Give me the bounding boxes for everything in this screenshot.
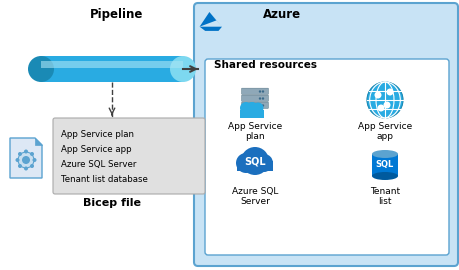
Circle shape xyxy=(367,82,403,118)
Circle shape xyxy=(24,167,28,170)
Bar xyxy=(240,110,264,118)
Circle shape xyxy=(375,92,381,99)
Circle shape xyxy=(30,152,34,156)
Text: App Service: App Service xyxy=(228,122,282,131)
Text: Tenant list database: Tenant list database xyxy=(61,175,148,184)
Text: Pipeline: Pipeline xyxy=(90,8,144,21)
Bar xyxy=(41,56,183,82)
Text: Azure: Azure xyxy=(263,8,301,21)
Bar xyxy=(41,61,183,68)
Text: Azure SQL Server: Azure SQL Server xyxy=(61,160,136,169)
Text: Bicep file: Bicep file xyxy=(83,198,141,208)
Circle shape xyxy=(262,90,264,93)
Circle shape xyxy=(262,97,264,100)
Text: SQL: SQL xyxy=(376,160,394,168)
Circle shape xyxy=(252,103,263,113)
FancyBboxPatch shape xyxy=(242,88,269,94)
Ellipse shape xyxy=(28,56,54,82)
Bar xyxy=(372,154,398,176)
Text: plan: plan xyxy=(245,132,265,141)
Circle shape xyxy=(244,102,260,118)
Bar xyxy=(237,161,273,171)
FancyBboxPatch shape xyxy=(53,118,205,194)
Circle shape xyxy=(367,82,403,118)
Polygon shape xyxy=(10,138,42,178)
Circle shape xyxy=(255,154,273,172)
Circle shape xyxy=(240,102,252,114)
FancyBboxPatch shape xyxy=(194,3,458,266)
Circle shape xyxy=(18,152,34,168)
Circle shape xyxy=(241,147,269,175)
Circle shape xyxy=(377,104,385,112)
Text: Tenant: Tenant xyxy=(370,187,400,196)
Text: Server: Server xyxy=(240,197,270,206)
Circle shape xyxy=(16,158,19,162)
Text: App Service app: App Service app xyxy=(61,145,132,154)
Circle shape xyxy=(259,97,261,100)
Text: SQL: SQL xyxy=(244,157,266,167)
Ellipse shape xyxy=(170,56,196,82)
Circle shape xyxy=(384,102,391,109)
Circle shape xyxy=(259,90,261,93)
Text: Shared resources: Shared resources xyxy=(214,60,317,70)
Polygon shape xyxy=(200,27,222,31)
FancyBboxPatch shape xyxy=(242,95,269,101)
Circle shape xyxy=(18,164,22,168)
Polygon shape xyxy=(209,12,222,27)
FancyBboxPatch shape xyxy=(205,59,449,255)
Ellipse shape xyxy=(372,172,398,180)
Ellipse shape xyxy=(372,150,398,158)
Circle shape xyxy=(18,152,22,156)
Text: Azure SQL: Azure SQL xyxy=(232,187,278,196)
Circle shape xyxy=(386,89,393,96)
Polygon shape xyxy=(35,138,42,145)
FancyBboxPatch shape xyxy=(242,102,269,108)
Circle shape xyxy=(33,158,37,162)
Circle shape xyxy=(236,153,256,173)
Text: app: app xyxy=(376,132,393,141)
Circle shape xyxy=(30,164,34,168)
Text: list: list xyxy=(378,197,392,206)
Circle shape xyxy=(22,156,30,164)
Circle shape xyxy=(262,104,264,107)
Text: App Service plan: App Service plan xyxy=(61,130,134,139)
Text: App Service: App Service xyxy=(358,122,412,131)
Circle shape xyxy=(24,150,28,154)
Polygon shape xyxy=(200,12,216,27)
Circle shape xyxy=(259,104,261,107)
